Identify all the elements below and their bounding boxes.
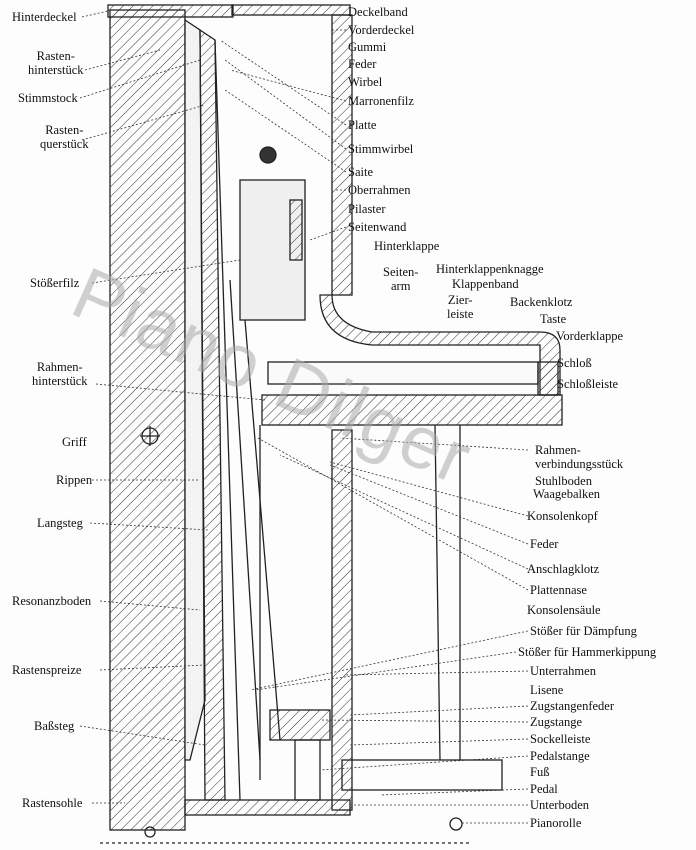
label-griff: Griff <box>62 435 87 449</box>
label-stoesserfilz: Stößerfilz <box>30 276 80 290</box>
platte <box>184 18 206 761</box>
label-zugstangenfeder: Zugstangenfeder <box>530 699 614 713</box>
label-resonanzboden: Resonanzboden <box>12 594 92 608</box>
label-backenklotz: Backenklotz <box>510 295 573 309</box>
label-stimmstock: Stimmstock <box>18 91 78 105</box>
unterboden <box>184 799 351 816</box>
label-unterboden: Unterboden <box>530 798 590 812</box>
label-stimmwirbel: Stimmwirbel <box>348 142 414 156</box>
label-stoesser-daempfung: Stößer für Dämpfung <box>530 624 637 638</box>
label-schlossleiste: Schloßleiste <box>557 377 619 391</box>
label-unterrahmen: Unterrahmen <box>530 664 596 678</box>
label-hinterklappenknagge: Hinterklappenknagge <box>436 262 544 276</box>
label-zierleiste: Zier- leiste <box>447 293 474 321</box>
label-platte: Platte <box>348 118 377 132</box>
label-lisene: Lisene <box>530 683 564 697</box>
fuss <box>341 759 503 791</box>
label-zugstange: Zugstange <box>530 715 583 729</box>
vorderdeckel <box>231 4 351 16</box>
rasten-back <box>109 9 186 831</box>
label-rastenquerstueck: Rasten- querstück <box>40 123 89 151</box>
label-waagebalken: Waagebalken <box>533 487 601 501</box>
label-pianorolle: Pianorolle <box>530 816 582 830</box>
seitenwand <box>331 14 353 296</box>
label-seitenwand: Seitenwand <box>348 220 407 234</box>
label-taste: Taste <box>540 312 567 326</box>
label-plattennase: Plattennase <box>530 583 587 597</box>
label-vorderklappe: Vorderklappe <box>556 329 624 343</box>
hinterdeckel <box>107 4 234 18</box>
label-seitenarm: Seiten- arm <box>383 265 419 293</box>
label-pedal: Pedal <box>530 782 558 796</box>
label-schloss: Schloß <box>557 356 592 370</box>
label-rastensohle: Rastensohle <box>22 796 83 810</box>
label-feder-bottom: Feder <box>530 537 559 551</box>
resonanzboden <box>199 28 226 801</box>
label-oberrahmen: Oberrahmen <box>348 183 411 197</box>
label-konsolenkopf: Konsolenkopf <box>527 509 598 523</box>
label-pedalstange: Pedalstange <box>530 749 590 763</box>
label-wirbel: Wirbel <box>348 75 383 89</box>
label-anschlagklotz: Anschlagklotz <box>527 562 600 576</box>
label-sockelleiste: Sockelleiste <box>530 732 591 746</box>
label-bassteg: Baßsteg <box>34 719 75 733</box>
schlossleiste <box>537 361 559 396</box>
label-rahmenhinterstueck: Rahmen- hinterstück <box>32 360 88 388</box>
stuhlboden <box>261 394 563 426</box>
label-rahmenverbindungsstueck: Rahmen- verbindungsstück <box>535 443 624 471</box>
label-rastenhinterstueck: Rasten- hinterstück <box>28 49 84 77</box>
label-gummi: Gummi <box>348 40 387 54</box>
label-stuhlboden: Stuhlboden <box>535 474 592 488</box>
label-hinterdeckel: Hinterdeckel <box>12 10 77 24</box>
label-langsteg: Langsteg <box>37 516 83 530</box>
label-rastenspreize: Rastenspreize <box>12 663 82 677</box>
label-hinterklappe: Hinterklappe <box>374 239 440 253</box>
label-pilaster: Pilaster <box>348 202 386 216</box>
label-klappenband: Klappenband <box>452 277 519 291</box>
pianorolle <box>449 817 463 831</box>
label-fuss: Fuß <box>530 765 550 779</box>
label-saite: Saite <box>348 165 373 179</box>
label-vorderdeckel: Vorderdeckel <box>348 23 415 37</box>
label-marronenfilz: Marronenfilz <box>348 94 414 108</box>
label-feder-top: Feder <box>348 57 377 71</box>
label-rippen: Rippen <box>56 473 93 487</box>
leader-lines <box>79 9 529 824</box>
label-stoesser-hammerkippung: Stößer für Hammerkippung <box>518 645 657 659</box>
label-konsolensaeule: Konsolensäule <box>527 603 601 617</box>
label-deckelband: Deckelband <box>348 5 408 19</box>
